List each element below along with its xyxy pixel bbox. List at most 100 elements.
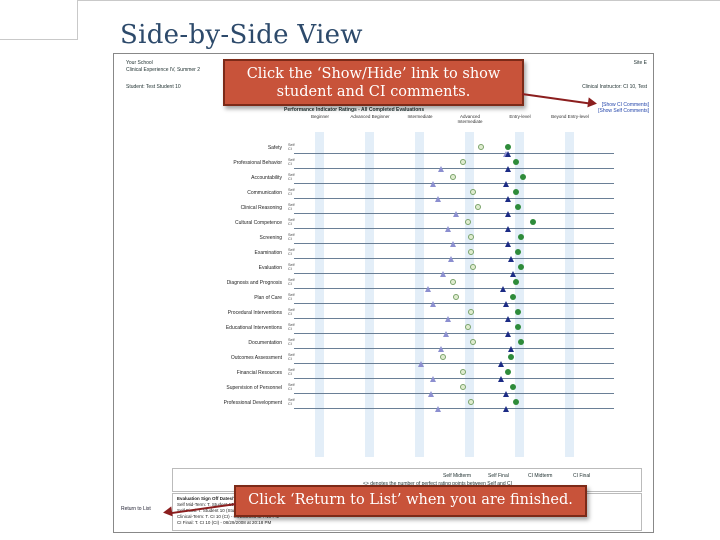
ci-final-marker xyxy=(502,391,509,397)
self-final-marker xyxy=(517,264,524,270)
self-ci-label: Self CI xyxy=(288,383,295,391)
indicator-row-line xyxy=(294,393,614,394)
top-rule xyxy=(78,0,720,1)
rating-column-band xyxy=(365,132,374,457)
self-final-marker xyxy=(505,144,511,150)
self-midterm-marker xyxy=(477,144,484,150)
indicator-row-line xyxy=(294,168,614,169)
legend-ci-final: CI Final xyxy=(573,473,591,479)
callout-show-hide: Click the ‘Show/Hide’ link to show stude… xyxy=(223,59,524,106)
self-ci-label: Self CI xyxy=(288,308,295,316)
rating-column-header: Entry-level xyxy=(509,114,531,119)
self-ci-label: Self CI xyxy=(288,398,295,406)
school-name: Your School xyxy=(126,60,153,66)
indicator-row-line xyxy=(294,378,614,379)
self-final-marker xyxy=(505,369,511,375)
ci-midterm-marker xyxy=(450,241,456,247)
self-final-marker xyxy=(507,354,514,360)
indicator-row-line xyxy=(294,363,614,364)
site-name: Site E xyxy=(633,60,647,66)
self-midterm-marker xyxy=(460,369,466,375)
self-midterm-marker xyxy=(440,354,446,360)
ci-final-marker xyxy=(507,256,514,262)
self-final-marker xyxy=(530,219,536,225)
show-ci-comments-link[interactable]: [Show CI Comments] xyxy=(601,102,649,108)
indicator-label: Examination xyxy=(254,250,282,256)
indicator-row-line xyxy=(294,183,614,184)
self-final-marker xyxy=(515,324,521,330)
indicator-row-line xyxy=(294,228,614,229)
indicator-label: Diagnosis and Prognosis xyxy=(226,280,282,286)
self-midterm-marker xyxy=(467,249,474,255)
ci-midterm-marker xyxy=(445,316,451,322)
rating-column-band xyxy=(415,132,424,457)
ci-final-marker xyxy=(497,376,504,382)
ci-midterm-marker xyxy=(440,271,446,277)
ci-midterm-marker xyxy=(435,406,441,412)
self-midterm-marker xyxy=(467,234,474,240)
return-to-list-link[interactable]: Return to List xyxy=(121,506,151,512)
corner-rule xyxy=(0,0,78,40)
self-ci-label: Self CI xyxy=(288,173,295,181)
table-caption: Performance Indicator Ratings - All Comp… xyxy=(284,107,425,113)
indicator-row-line xyxy=(294,303,614,304)
indicator-row-line xyxy=(294,273,614,274)
self-midterm-marker xyxy=(467,399,474,405)
ci-final-marker xyxy=(505,241,511,247)
indicator-label: Professional Behavior xyxy=(233,160,282,166)
self-ci-label: Self CI xyxy=(288,158,295,166)
self-final-marker xyxy=(510,384,516,390)
rating-column-header: Advanced Beginner xyxy=(350,114,390,119)
instructor-name: Clinical Instructor: CI 10, Test xyxy=(582,84,647,90)
indicator-label: Educational Interventions xyxy=(225,325,282,331)
student-name: Student: Test Student 10 xyxy=(126,84,181,90)
rating-column-header: Beyond Entry-level xyxy=(551,114,589,119)
ci-final-marker xyxy=(505,151,511,157)
ci-final-marker xyxy=(510,271,516,277)
indicator-row-line xyxy=(294,333,614,334)
ci-midterm-marker xyxy=(437,346,444,352)
ci-midterm-marker xyxy=(425,286,431,292)
self-midterm-marker xyxy=(470,264,476,270)
rating-column-band xyxy=(465,132,474,457)
indicator-label: Outcomes Assessment xyxy=(230,355,282,361)
evaluation-line: Clinical-Term: T. CI 10 (CI) - 06/23/200… xyxy=(177,514,280,519)
self-ci-label: Self CI xyxy=(288,218,295,226)
self-midterm-marker xyxy=(465,219,471,225)
indicator-row-line xyxy=(294,288,614,289)
ci-final-marker xyxy=(505,196,511,202)
rating-column-header: Beginner xyxy=(310,114,329,119)
ci-final-marker xyxy=(505,211,511,217)
indicator-label: Cultural Competence xyxy=(235,220,282,226)
ci-midterm-marker xyxy=(417,361,424,367)
self-final-marker xyxy=(512,189,519,195)
self-midterm-marker xyxy=(460,159,466,165)
self-ci-label: Self CI xyxy=(288,368,295,376)
self-ci-label: Self CI xyxy=(288,143,295,151)
indicator-label: Clinical Reasoning xyxy=(240,205,282,211)
ci-midterm-marker xyxy=(452,211,459,217)
arrowhead-to-return-link xyxy=(162,506,173,518)
self-ci-label: Self CI xyxy=(288,188,295,196)
show-self-comments-link[interactable]: [Show Self Comments] xyxy=(598,108,649,114)
self-ci-label: Self CI xyxy=(288,353,295,361)
rating-column-band xyxy=(565,132,574,457)
ci-final-marker xyxy=(505,331,511,337)
self-ci-label: Self CI xyxy=(288,203,295,211)
indicator-label: Supervision of Personnel xyxy=(226,385,282,391)
self-midterm-marker xyxy=(475,204,481,210)
ci-final-marker xyxy=(502,301,509,307)
legend-self-final: Self Final xyxy=(488,473,509,479)
indicator-label: Financial Resources xyxy=(236,370,282,376)
indicator-label: Screening xyxy=(259,235,282,241)
ci-final-marker xyxy=(505,166,511,172)
legend-note: <> denotes the number of perfect rating … xyxy=(363,481,512,487)
indicator-label: Accountability xyxy=(251,175,282,181)
callout-return: Click ‘Return to List’ when you are fini… xyxy=(234,485,587,517)
legend-ci-midterm: CI Midterm xyxy=(528,473,553,479)
indicator-row-line xyxy=(294,348,614,349)
self-final-marker xyxy=(512,159,519,165)
self-ci-label: Self CI xyxy=(288,263,295,271)
ci-midterm-marker xyxy=(427,391,434,397)
self-ci-label: Self CI xyxy=(288,248,295,256)
